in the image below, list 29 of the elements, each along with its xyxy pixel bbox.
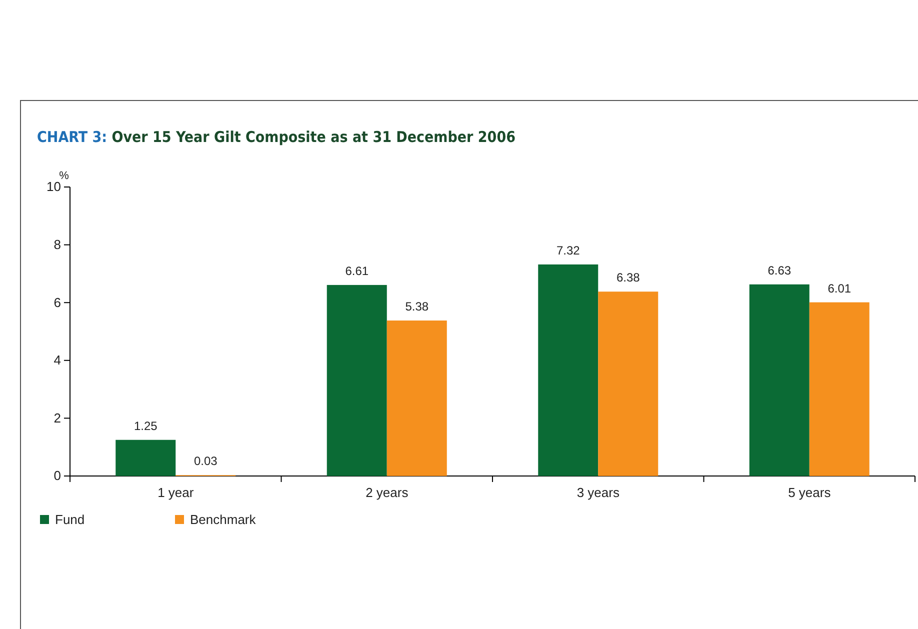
bar: [386, 320, 447, 476]
data-label: 1.25: [134, 418, 158, 433]
y-tick-label: 0: [54, 468, 61, 484]
x-tick-label: 2 years: [366, 485, 409, 500]
bar: [749, 284, 810, 476]
data-label: 6.01: [828, 281, 852, 296]
data-label: 6.61: [345, 264, 369, 278]
data-label: 6.38: [616, 270, 640, 285]
bar: [326, 284, 387, 476]
y-tick-label: 6: [54, 294, 61, 310]
data-label: 6.63: [768, 263, 792, 278]
y-tick-label: 10: [46, 179, 61, 194]
legend-label: Benchmark: [190, 512, 256, 527]
data-label: 5.38: [405, 300, 429, 314]
chart-title: CHART 3: Over 15 Year Gilt Composite as at 31 December 2006: [37, 128, 516, 146]
y-axis-title: %: [59, 170, 70, 182]
y-tick-label: 4: [54, 352, 61, 368]
bar: [598, 292, 658, 476]
y-tick-label: 8: [54, 236, 61, 252]
y-tick-label: 2: [54, 410, 61, 426]
data-label: 0.03: [194, 454, 218, 468]
x-tick-label: 1 year: [158, 485, 194, 500]
data-label: 7.32: [556, 243, 580, 258]
bar: [116, 440, 176, 476]
bar: [809, 302, 870, 476]
bar: [538, 264, 598, 476]
x-tick-label: 5 years: [788, 485, 832, 500]
x-tick-label: 3 years: [576, 485, 620, 500]
legend-label: Fund: [55, 512, 85, 527]
